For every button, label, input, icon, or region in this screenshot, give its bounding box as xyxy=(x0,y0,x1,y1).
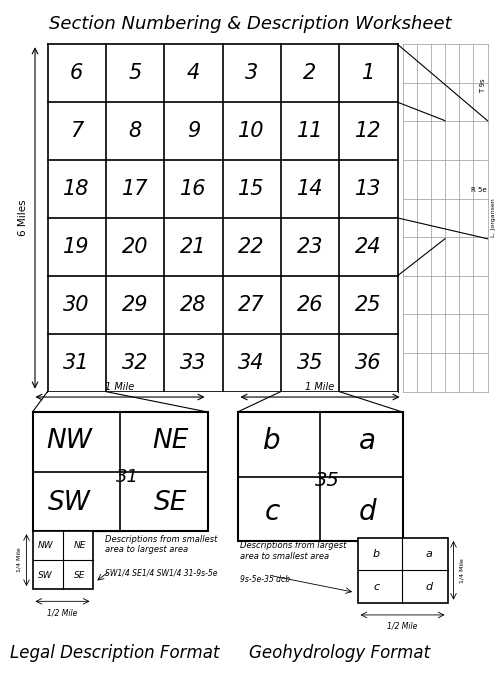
Text: NE: NE xyxy=(152,428,189,454)
Bar xyxy=(238,412,402,541)
Text: 31: 31 xyxy=(116,468,139,486)
Text: 17: 17 xyxy=(122,179,148,199)
Text: Geohydrology Format: Geohydrology Format xyxy=(250,644,430,662)
Text: SW: SW xyxy=(38,571,52,580)
Text: 35: 35 xyxy=(297,353,323,373)
Text: 25: 25 xyxy=(355,295,382,315)
Text: 23: 23 xyxy=(297,237,323,257)
Text: SW1/4 SE1/4 SW1/4 31-9s-5e: SW1/4 SE1/4 SW1/4 31-9s-5e xyxy=(105,569,218,577)
Text: 6: 6 xyxy=(70,63,84,83)
Text: 12: 12 xyxy=(355,121,382,141)
Text: c: c xyxy=(374,582,380,592)
Text: 1/4 Mile: 1/4 Mile xyxy=(459,558,464,583)
Text: 29: 29 xyxy=(122,295,148,315)
Text: 31: 31 xyxy=(64,353,90,373)
Bar xyxy=(32,412,208,531)
Text: 9: 9 xyxy=(186,121,200,141)
Text: 9s-5e-35 dcb: 9s-5e-35 dcb xyxy=(240,575,290,584)
Text: 20: 20 xyxy=(122,237,148,257)
Text: d: d xyxy=(359,498,376,526)
Text: 5: 5 xyxy=(128,63,141,83)
Text: 14: 14 xyxy=(297,179,323,199)
Text: NE: NE xyxy=(74,541,86,550)
Text: 18: 18 xyxy=(64,179,90,199)
Text: 26: 26 xyxy=(297,295,323,315)
Text: 1/4 Mile: 1/4 Mile xyxy=(16,548,21,573)
Text: 30: 30 xyxy=(64,295,90,315)
Bar xyxy=(32,531,92,589)
Text: 1 Mile: 1 Mile xyxy=(106,381,134,392)
Text: 6 Miles: 6 Miles xyxy=(18,200,28,236)
Text: R 5e: R 5e xyxy=(470,187,486,193)
Text: 21: 21 xyxy=(180,237,206,257)
Text: 27: 27 xyxy=(238,295,265,315)
Text: L. Jorgansen: L. Jorgansen xyxy=(492,199,496,237)
Text: Section Numbering & Description Worksheet: Section Numbering & Description Workshee… xyxy=(48,15,452,33)
Text: b: b xyxy=(264,427,281,455)
Bar xyxy=(358,538,448,603)
Text: d: d xyxy=(425,582,432,592)
Text: 19: 19 xyxy=(64,237,90,257)
Text: 3: 3 xyxy=(245,63,258,83)
Text: 32: 32 xyxy=(122,353,148,373)
Text: SW: SW xyxy=(48,490,90,516)
Text: 13: 13 xyxy=(355,179,382,199)
Text: 1 Mile: 1 Mile xyxy=(306,381,334,392)
Text: SE: SE xyxy=(154,490,188,516)
Text: T 9s: T 9s xyxy=(480,78,486,93)
Text: SE: SE xyxy=(74,571,86,580)
Text: NW: NW xyxy=(46,428,92,454)
Text: a: a xyxy=(425,548,432,558)
Text: 24: 24 xyxy=(355,237,382,257)
Text: Descriptions from largest
area to smallest area: Descriptions from largest area to smalle… xyxy=(240,541,346,560)
Text: 33: 33 xyxy=(180,353,206,373)
Text: 1/2 Mile: 1/2 Mile xyxy=(48,608,78,617)
Text: Legal Description Format: Legal Description Format xyxy=(10,644,220,662)
Text: NW: NW xyxy=(38,541,53,550)
Bar xyxy=(48,392,398,395)
Text: a: a xyxy=(360,427,376,455)
Text: 11: 11 xyxy=(297,121,323,141)
Text: 16: 16 xyxy=(180,179,206,199)
Text: 35: 35 xyxy=(315,471,340,490)
Text: 2: 2 xyxy=(304,63,316,83)
Text: b: b xyxy=(373,548,380,558)
Text: 10: 10 xyxy=(238,121,265,141)
Text: 36: 36 xyxy=(355,353,382,373)
Text: 15: 15 xyxy=(238,179,265,199)
Text: c: c xyxy=(264,498,280,526)
Text: 28: 28 xyxy=(180,295,206,315)
Text: 34: 34 xyxy=(238,353,265,373)
Text: 7: 7 xyxy=(70,121,84,141)
Text: 8: 8 xyxy=(128,121,141,141)
Text: 22: 22 xyxy=(238,237,265,257)
Text: 4: 4 xyxy=(186,63,200,83)
Text: Descriptions from smallest
area to largest area: Descriptions from smallest area to large… xyxy=(105,535,218,554)
Text: 1: 1 xyxy=(362,63,375,83)
Text: 1/2 Mile: 1/2 Mile xyxy=(388,622,418,631)
